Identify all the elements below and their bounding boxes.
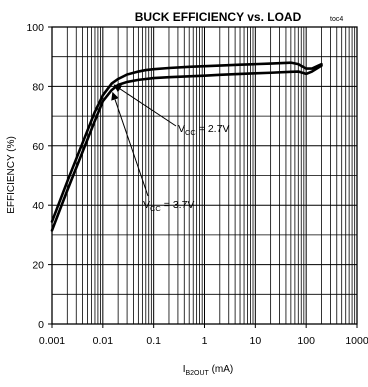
y-tick-label: 80 [32,81,44,93]
x-tick-label: 0.1 [146,335,161,347]
y-tick-label: 100 [26,22,44,34]
series-lines [50,61,323,232]
series-annotation-arrow [113,84,177,127]
x-tick-label: 1000 [345,335,368,347]
series-annotation-arrow [111,91,149,197]
x-tick-label: 0.01 [93,335,114,347]
series-annotations: VCC = 2.7V VCC = 3.7V [111,84,229,213]
y-tick-label: 0 [38,319,44,331]
x-tick-label: 0.001 [39,335,65,347]
axis-ticks [48,26,358,328]
series-label-2: VCC = 3.7V [143,199,194,213]
x-tick-label: 100 [297,335,315,347]
x-axis-label-subscript: B2OUT [185,370,209,377]
chart-tag: toc4 [330,16,343,23]
series-line-1 [50,61,323,223]
chart-title: BUCK EFFICIENCY vs. LOAD [135,10,302,24]
x-tick-label: 1 [202,335,208,347]
x-axis-label: IB2OUT (mA) [183,364,234,377]
grid-lines [51,27,357,324]
y-axis-label: EFFICIENCY (%) [6,136,17,214]
y-tick-label: 40 [32,200,44,212]
x-tick-label: 10 [249,335,261,347]
x-tick-labels: 0.001 0.01 0.1 1 10 100 1000 [39,335,368,347]
y-tick-label: 60 [32,141,44,153]
series-label-1: VCC = 2.7V [178,123,229,137]
y-tick-label: 20 [32,260,44,272]
y-tick-labels: 0 20 40 60 80 100 [26,22,44,331]
series-line-2 [50,64,323,232]
